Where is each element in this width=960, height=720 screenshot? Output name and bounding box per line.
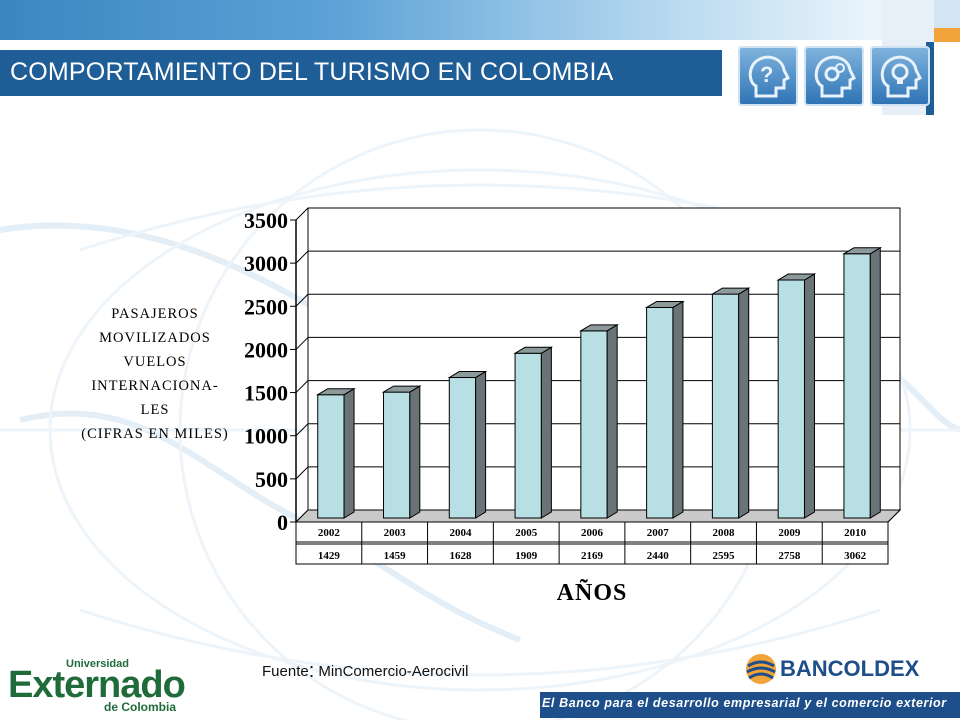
bar-side-2010 [869, 246, 881, 519]
bar-2003 [383, 391, 411, 519]
gears-head-icon [804, 46, 864, 106]
source-note: Fuente: MinComercio-Aerocivil [262, 660, 468, 683]
decor-stripe [926, 42, 934, 115]
y-tick-label: 0 [277, 510, 288, 535]
y-axis-label-line: VUELOS [123, 354, 187, 370]
bar-top-2007 [644, 300, 685, 308]
title-bar: COMPORTAMIENTO DEL TURISMO EN COLOMBIA [0, 50, 722, 96]
data-label: 2758 [778, 550, 801, 562]
bar-2006 [580, 330, 608, 519]
y-axis-label-line: PASAJEROS [111, 306, 199, 322]
bar-top-2002 [315, 388, 356, 396]
y-tick-label: 3000 [244, 251, 288, 276]
page-title: COMPORTAMIENTO DEL TURISMO EN COLOMBIA [10, 58, 614, 86]
bar-2010 [843, 253, 871, 519]
data-label: 1909 [515, 550, 538, 562]
y-axis-label-line: MOVILIZADOS [99, 330, 211, 346]
data-label: 1628 [449, 550, 472, 562]
gridline-side [295, 250, 309, 264]
source-label: Fuente [262, 663, 309, 680]
y-tick-label: 1000 [244, 424, 288, 449]
y-axis-label: PASAJEROS MOVILIZADOS VUELOS INTERNACION… [60, 302, 250, 446]
y-tick-label: 2000 [244, 337, 288, 362]
bar-side-2004 [475, 370, 487, 519]
y-axis-label-line: (CIFRAS EN MILES) [81, 426, 229, 442]
externado-logo-bottom: de Colombia [104, 700, 177, 714]
data-label: 1429 [318, 550, 341, 562]
y-tick-label: 1500 [244, 381, 288, 406]
y-tick-label: 2500 [244, 294, 288, 319]
question-head-icon: ? [738, 46, 798, 106]
y-tick-label: 500 [255, 467, 288, 492]
externado-logo-top: Universidad [66, 658, 129, 670]
gridline-side [295, 337, 309, 350]
bar-2007 [646, 306, 674, 519]
top-gradient-band [0, 0, 960, 40]
y-axis-label-line: INTERNACIONA- [91, 378, 219, 394]
x-tick-label: 2003 [384, 527, 407, 539]
data-label: 2169 [581, 550, 604, 562]
bar-side-2007 [672, 300, 684, 519]
bar-top-2005 [513, 346, 554, 354]
source-text: MinComercio-Aerocivil [314, 663, 469, 680]
x-tick-label: 2005 [515, 527, 538, 539]
bar-2009 [777, 279, 805, 519]
bar-side-2003 [409, 385, 421, 519]
bar-side-2009 [803, 273, 815, 519]
bancoldex-tagline: El Banco para el desarrollo empresarial … [542, 696, 947, 710]
bar-top-2008 [710, 287, 751, 295]
bancoldex-logo: BANCOLDEX [744, 650, 954, 690]
bar-2008 [711, 293, 740, 519]
bar-top-2010 [842, 247, 883, 255]
x-tick-label: 2004 [449, 527, 472, 539]
data-table [295, 521, 889, 565]
bar-side-2005 [540, 346, 552, 519]
gridline-side [295, 293, 309, 307]
y-tick-label: 3500 [244, 208, 288, 233]
bar-top-2009 [776, 273, 817, 281]
lightbulb-head-icon [870, 46, 930, 106]
data-label: 3062 [844, 550, 867, 562]
bar-side-2008 [738, 287, 750, 519]
gridline-side [295, 380, 309, 393]
x-tick-label: 2006 [581, 527, 604, 539]
bar-2005 [514, 352, 542, 519]
x-axis-label: AÑOS [557, 580, 628, 606]
gridline-side [295, 207, 309, 221]
data-label: 1459 [384, 550, 407, 562]
bar-2002 [317, 394, 345, 519]
bar-top-2003 [381, 385, 422, 393]
svg-text:?: ? [760, 62, 773, 87]
x-tick-label: 2009 [778, 527, 801, 539]
bar-side-2006 [606, 323, 618, 519]
bar-top-2004 [447, 371, 488, 379]
bar-2004 [448, 377, 477, 519]
data-label: 2595 [713, 550, 736, 562]
x-tick-label: 2008 [713, 527, 736, 539]
bancoldex-name: BANCOLDEX [780, 656, 920, 681]
bancoldex-emblem-icon [746, 654, 776, 684]
gridline-side [295, 466, 309, 480]
externado-logo-main: Externado [8, 664, 186, 706]
x-tick-label: 2002 [318, 527, 341, 539]
x-tick-label: 2010 [844, 527, 867, 539]
bancoldex-tagline-bar [540, 692, 960, 718]
y-axis-label-line: LES [140, 402, 170, 418]
source-colon: : [308, 660, 315, 682]
bar-side-2002 [343, 387, 355, 519]
bar-top-2006 [579, 324, 619, 332]
externado-logo: Universidad Externado de Colombia [8, 654, 188, 716]
gridline-side [295, 423, 309, 437]
data-label: 2440 [647, 550, 670, 562]
x-tick-label: 2007 [647, 527, 670, 539]
decor-orange-tab [934, 28, 960, 42]
